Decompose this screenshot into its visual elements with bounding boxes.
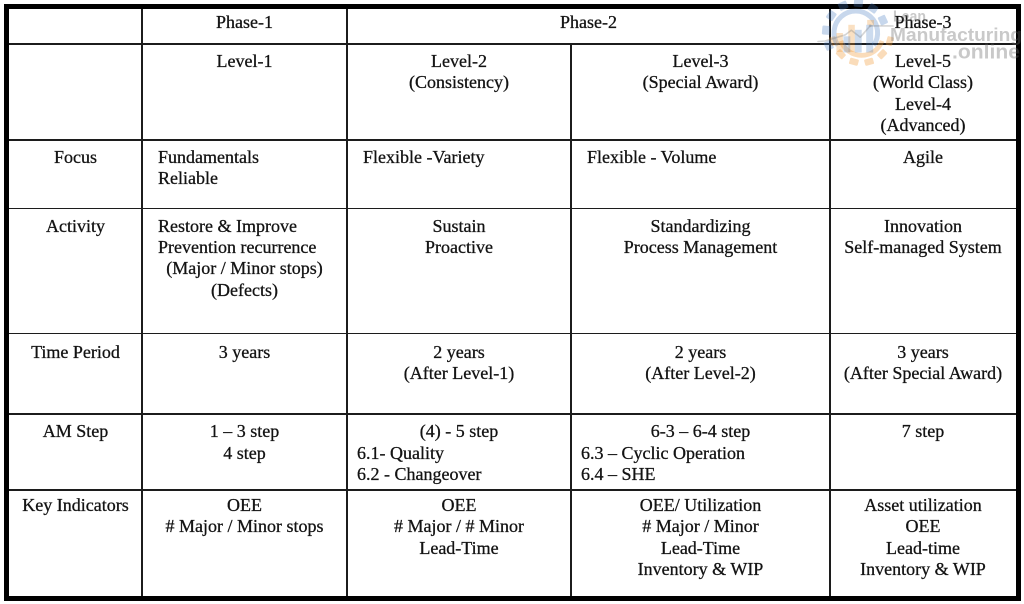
svg-text:.online: .online — [952, 41, 1020, 63]
svg-text:Lean: Lean — [893, 9, 926, 26]
svg-text:Manufacturing: Manufacturing — [890, 25, 1022, 45]
